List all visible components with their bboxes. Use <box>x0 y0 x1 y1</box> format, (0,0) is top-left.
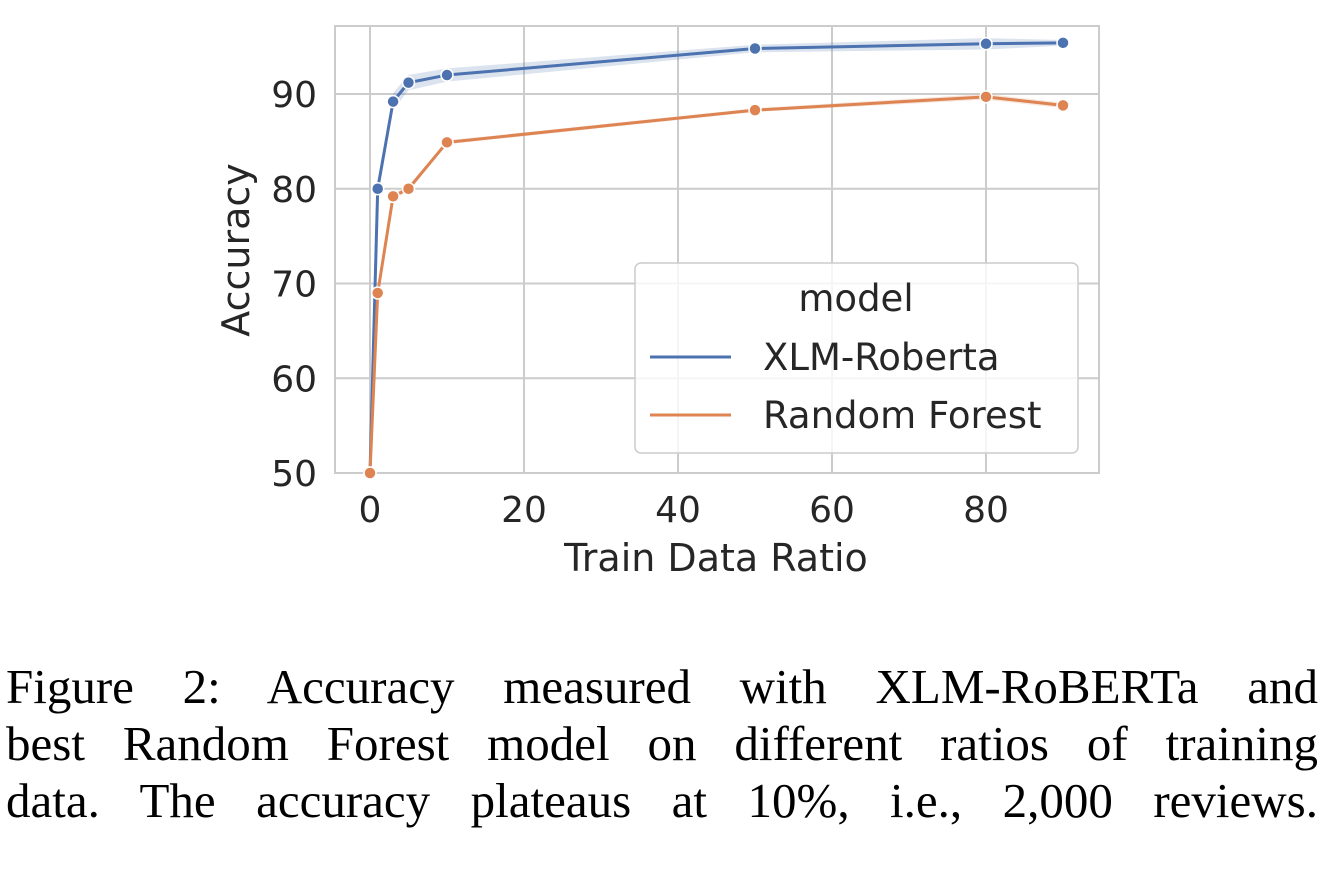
data-point-random-forest <box>440 135 454 150</box>
data-point-random-forest <box>979 90 993 104</box>
legend-title: model <box>798 277 913 320</box>
data-point-random-forest <box>1056 98 1070 113</box>
data-point-random-forest <box>370 286 385 300</box>
data-point-xlm-roberta <box>440 68 454 82</box>
data-point-xlm-roberta <box>1056 36 1070 50</box>
confidence-bands <box>370 38 1063 473</box>
y-axis-label: Accuracy <box>214 163 258 337</box>
y-tick-label: 60 <box>271 359 317 400</box>
caption-line-3: data. The accuracy plateaus at 10%, i.e.… <box>6 773 1318 828</box>
x-tick-labels: 0 20 40 60 80 <box>359 490 1009 531</box>
data-point-random-forest <box>363 466 377 480</box>
series-line-random-forest <box>368 95 1064 474</box>
series-points <box>363 36 1070 480</box>
x-axis-label: Train Data Ratio <box>563 536 868 580</box>
data-point-random-forest <box>386 189 400 204</box>
legend: model XLM-Roberta Random Forest <box>634 262 1079 454</box>
legend-label-xlm-roberta: XLM-Roberta <box>763 336 1000 379</box>
data-point-xlm-roberta <box>748 41 762 56</box>
data-point-random-forest <box>748 103 762 117</box>
x-tick-label: 60 <box>809 490 855 531</box>
x-tick-label: 0 <box>359 490 382 531</box>
x-tick-label: 80 <box>963 490 1009 531</box>
x-tick-label: 20 <box>501 490 547 531</box>
data-point-random-forest <box>401 182 416 196</box>
data-point-xlm-roberta <box>370 182 385 196</box>
caption-line-2: best Random Forest model on different ra… <box>6 716 1318 771</box>
y-tick-label: 80 <box>271 170 317 211</box>
ci-band-xlm-roberta <box>370 38 1063 473</box>
x-tick-label: 40 <box>655 490 701 531</box>
data-point-xlm-roberta <box>386 94 400 109</box>
legend-label-random-forest: Random Forest <box>763 394 1042 437</box>
series-line-xlm-roberta <box>368 41 1064 474</box>
y-tick-label: 90 <box>271 75 317 116</box>
series-lines <box>368 41 1064 474</box>
data-point-xlm-roberta <box>401 75 416 90</box>
data-point-xlm-roberta <box>979 37 993 51</box>
accuracy-line-chart: 0 20 40 60 80 50 60 70 80 90 Train Data Ratio Ac… <box>214 25 1100 580</box>
y-tick-labels: 50 60 70 80 90 <box>271 75 317 495</box>
y-tick-label: 70 <box>271 265 317 306</box>
plot-frame <box>334 25 1100 474</box>
caption-line-1: Figure 2: Accuracy measured with XLM-RoB… <box>6 659 1318 714</box>
y-tick-label: 50 <box>271 454 317 495</box>
figure-caption: Figure 2: Accuracy measured with XLM-RoB… <box>6 658 1318 829</box>
legend-box <box>634 262 1079 454</box>
